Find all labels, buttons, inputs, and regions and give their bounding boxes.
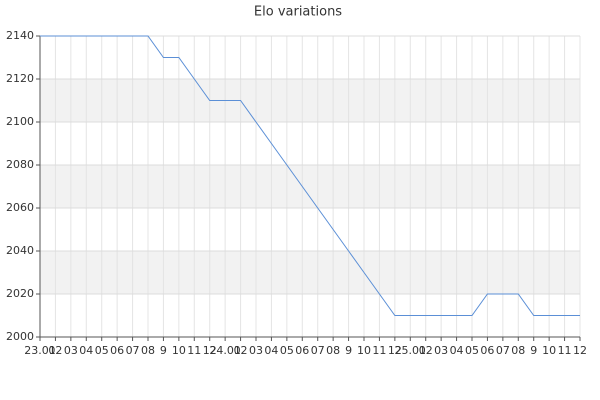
x-tick-label: 02: [419, 344, 433, 357]
y-tick-label: 2080: [6, 158, 34, 171]
grid-band: [40, 251, 580, 294]
x-tick-label: 11: [372, 344, 386, 357]
x-tick-label: 05: [280, 344, 294, 357]
grid-band: [40, 79, 580, 122]
x-tick-label: 08: [326, 344, 340, 357]
x-tick-label: 12: [388, 344, 402, 357]
chart-title: Elo variations: [254, 5, 342, 20]
line: [40, 35, 580, 316]
x-tick-label: 10: [357, 344, 371, 357]
x-tick-label: 07: [496, 344, 510, 357]
x-tick-label: 11: [558, 344, 572, 357]
x-tick-label: 02: [48, 344, 62, 357]
x-tick-label: 04: [264, 344, 278, 357]
y-tick-label: 2120: [6, 72, 34, 85]
x-tick-label: 24.01: [209, 344, 241, 357]
x-tick-label: 9: [345, 344, 352, 357]
x-tick-label: 9: [160, 344, 167, 357]
x-tick-label: 10: [172, 344, 186, 357]
x-tick-label: 23.01: [24, 344, 56, 357]
x-tick-label: 06: [480, 344, 494, 357]
x-tick-label: 04: [450, 344, 464, 357]
x-tick-label: 03: [434, 344, 448, 357]
y-tick-label: 2020: [6, 287, 34, 300]
x-tick-label: 06: [110, 344, 124, 357]
grid-band: [40, 165, 580, 208]
y-tick-label: 2060: [6, 201, 34, 214]
y-tick-label: 2100: [6, 115, 34, 128]
x-tick-label: 12: [203, 344, 217, 357]
x-tick-label: 08: [141, 344, 155, 357]
x-tick-label: 03: [64, 344, 78, 357]
x-tick-label: 04: [79, 344, 93, 357]
x-tick-label: 11: [187, 344, 201, 357]
y-tick-label: 2140: [6, 29, 34, 42]
x-tick-label: 12: [573, 344, 587, 357]
x-tick-label: 03: [249, 344, 263, 357]
x-tick-label: 07: [311, 344, 325, 357]
x-tick-label: 08: [511, 344, 525, 357]
x-tick-label: 05: [95, 344, 109, 357]
y-tick-label: 2000: [6, 330, 34, 343]
x-tick-label: 25.01: [395, 344, 427, 357]
x-tick-label: 02: [234, 344, 248, 357]
x-tick-label: 9: [530, 344, 537, 357]
x-tick-label: 05: [465, 344, 479, 357]
x-tick-label: 10: [542, 344, 556, 357]
x-tick-label: 07: [126, 344, 140, 357]
x-tick-label: 06: [295, 344, 309, 357]
y-tick-label: 2040: [6, 244, 34, 257]
